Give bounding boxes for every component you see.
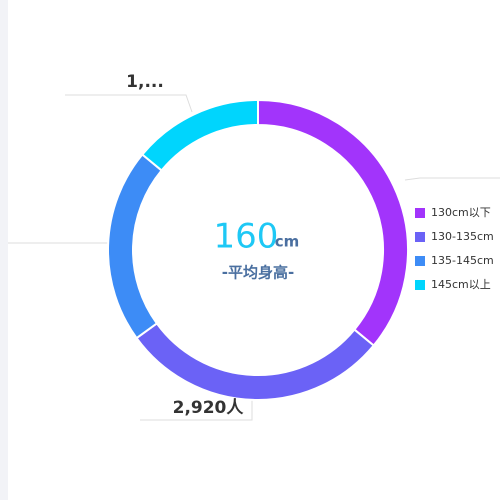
donut-segment xyxy=(107,153,164,340)
center-value: 160 xyxy=(214,217,279,257)
legend-swatch xyxy=(415,208,425,218)
center-label: -平均身高- xyxy=(222,264,294,282)
legend-label: 135-145cm xyxy=(431,254,494,267)
donut-segment xyxy=(135,322,376,401)
center-unit: cm xyxy=(275,233,300,251)
donut-segment xyxy=(257,98,409,347)
side-strip xyxy=(0,0,8,500)
legend-swatch xyxy=(415,256,425,266)
legend-label: 130-135cm xyxy=(431,230,494,243)
leader-line xyxy=(404,177,500,181)
legend-swatch xyxy=(415,232,425,242)
data-label: 1,... xyxy=(126,72,164,92)
leader-line xyxy=(140,400,253,421)
donut-segment xyxy=(140,98,259,172)
legend-label: 145cm以上 xyxy=(431,278,491,291)
legend-swatch xyxy=(415,280,425,290)
leader-line xyxy=(65,94,193,113)
data-label: 2,920人 xyxy=(173,398,245,418)
legend-label: 130cm以下 xyxy=(431,206,491,219)
